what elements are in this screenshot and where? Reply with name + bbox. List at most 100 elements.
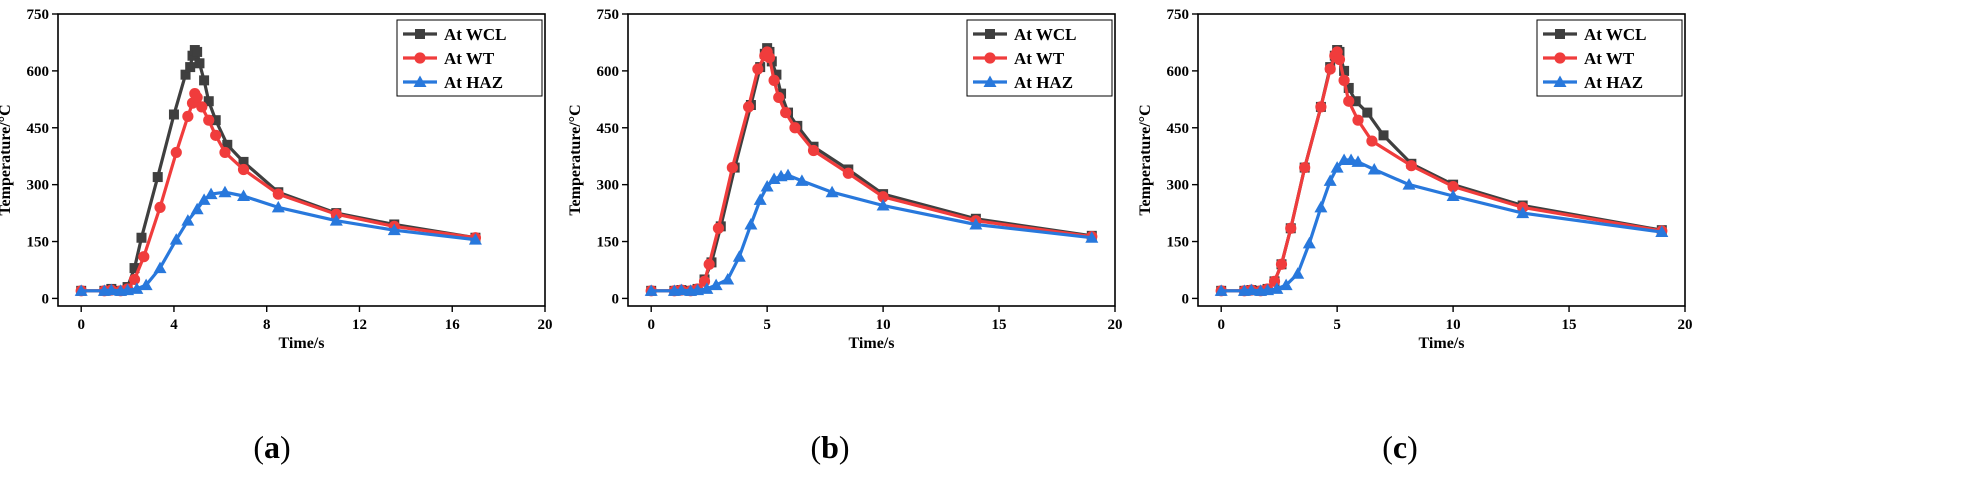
chart-b-legend-label-haz: At HAZ xyxy=(1014,73,1073,92)
chart-c-point-haz xyxy=(1402,178,1416,190)
chart-b-legend-marker-wt xyxy=(984,52,996,64)
chart-a-legend: At WCL At WT At HAZ xyxy=(396,19,543,97)
chart-c-point-haz xyxy=(1270,282,1284,294)
chart-c-point-haz xyxy=(1367,162,1381,175)
chart-c-legend-label-wt: At WT xyxy=(1584,49,1635,68)
chart-c-point-wt xyxy=(1315,101,1327,113)
chart-b-y-tick-label: 450 xyxy=(597,121,620,137)
chart-a-point-wt xyxy=(203,114,215,126)
chart-a-x-tick-label: 0 xyxy=(77,317,85,333)
chart-a-series-haz xyxy=(74,185,482,296)
chart-b-point-haz xyxy=(709,278,723,291)
chart-a-point-haz xyxy=(190,202,204,215)
chart-c-y-tick-label: 600 xyxy=(1167,64,1190,80)
chart-c-legend-label-wcl: At WCL xyxy=(1584,25,1647,44)
chart-c-point-wcl xyxy=(1343,82,1354,93)
chart-a-point-haz xyxy=(271,200,285,213)
chart-c-point-wt xyxy=(1447,180,1459,193)
chart-c-x-tick-label: 5 xyxy=(1333,317,1341,333)
chart-c-legend: At WCL At WT At HAZ xyxy=(1536,19,1683,97)
chart-a-point-wcl xyxy=(152,172,163,183)
chart-b-legend-label-wcl: At WCL xyxy=(1014,25,1077,44)
chart-b-point-haz xyxy=(825,185,839,198)
chart-a-point-wcl xyxy=(180,69,191,80)
chart-b-point-haz xyxy=(644,284,658,296)
chart-c-legend-label-haz: At HAZ xyxy=(1584,73,1643,92)
chart-b-y-axis-title: Temperature/°C xyxy=(567,104,584,215)
chart-b-point-wt xyxy=(742,101,755,113)
chart-a-x-tick-label: 20 xyxy=(538,317,553,333)
chart-b-point-haz xyxy=(760,180,774,192)
chart-c-x-tick-label: 0 xyxy=(1217,317,1225,333)
chart-a-point-wt xyxy=(237,163,250,176)
chart-a-x-axis-title: Time/s xyxy=(279,335,325,352)
chart-b-point-wt xyxy=(752,63,764,75)
chart-b-point-haz xyxy=(969,217,983,230)
chart-c: 0 5 10 15 20 0 150 300 450 600 750 Time/s Temperatur… xyxy=(1137,7,1693,465)
chart-c-point-haz xyxy=(1279,278,1293,291)
chart-a-caption-letter: a xyxy=(264,429,280,465)
chart-c-point-haz xyxy=(1261,283,1275,296)
chart-c-point-wt xyxy=(1285,222,1297,234)
chart-a-point-wcl xyxy=(210,115,221,126)
chart-c-x-tick-label: 20 xyxy=(1678,317,1693,333)
chart-b-point-wt xyxy=(807,144,820,157)
chart-b-y-tick-label: 600 xyxy=(597,64,620,80)
chart-c-point-haz xyxy=(1323,174,1337,186)
chart-a-y-tick-label: 150 xyxy=(27,235,50,251)
chart-b-point-wcl xyxy=(771,69,782,80)
chart-c-point-wcl xyxy=(1378,130,1389,141)
chart-b-point-wt xyxy=(703,258,715,270)
chart-a-legend-marker-wcl xyxy=(415,29,425,39)
chart-a-point-haz xyxy=(130,282,144,294)
chart-c-x-tick-label: 15 xyxy=(1562,317,1577,333)
chart-a-x-tick-label: 12 xyxy=(352,317,367,333)
chart-b-point-wt xyxy=(726,161,738,174)
chart-c-point-wcl xyxy=(1362,107,1373,118)
chart-c-caption-open: ( xyxy=(1382,429,1393,465)
chart-c-point-haz xyxy=(1655,225,1669,238)
chart-a-x-tick-label: 8 xyxy=(263,317,271,333)
chart-b-legend-marker-haz xyxy=(983,75,997,87)
chart-b-y-tick-label: 0 xyxy=(612,291,620,307)
chart-c-point-haz xyxy=(1291,267,1305,279)
chart-a-x-tick-label: 4 xyxy=(170,317,178,333)
chart-b-point-haz xyxy=(700,282,714,294)
chart-b-caption-letter: b xyxy=(821,429,839,465)
chart-b-series-haz xyxy=(644,168,1099,296)
chart-b-point-haz xyxy=(691,283,705,296)
chart-c-y-tick-label: 300 xyxy=(1167,178,1190,194)
chart-a-point-wt xyxy=(182,110,194,122)
chart-b-x-axis-title: Time/s xyxy=(849,335,895,352)
chart-a-point-wcl xyxy=(168,109,179,120)
chart-a-point-wcl xyxy=(136,232,147,243)
chart-c-point-wt xyxy=(1405,160,1417,172)
chart-b-point-haz xyxy=(781,168,795,181)
chart-a-y-tick-label: 300 xyxy=(27,178,50,194)
chart-a-y-tick-label: 600 xyxy=(27,64,50,80)
chart-a-caption-close: ) xyxy=(280,429,291,465)
chart-a-plot-frame xyxy=(57,13,546,307)
chart-a-point-wt xyxy=(196,101,208,113)
chart-a-point-wcl xyxy=(203,96,214,107)
chart-b-y-tick-label: 750 xyxy=(597,7,620,23)
chart-c-point-wt xyxy=(1333,53,1346,66)
chart-b-point-wt xyxy=(780,106,792,119)
chart-a-point-haz xyxy=(169,233,183,245)
chart-b-point-wt xyxy=(712,222,725,234)
chart-a-point-wcl xyxy=(194,58,205,69)
chart-a-y-tick-label: 750 xyxy=(27,7,50,23)
chart-a-point-haz xyxy=(218,185,232,198)
chart-c-point-haz xyxy=(1314,200,1328,213)
chart-a-point-wt xyxy=(128,273,141,286)
chart-b-point-haz xyxy=(744,217,758,230)
chart-b-plot-frame xyxy=(627,13,1116,307)
chart-a-point-haz xyxy=(237,189,251,202)
chart-a-legend-label-wcl: At WCL xyxy=(444,25,507,44)
chart-b-point-wt xyxy=(768,74,780,86)
chart-b-x-tick-label: 10 xyxy=(876,317,891,333)
chart-c-legend-marker-wcl xyxy=(1555,29,1565,39)
chart-c-legend-marker-wt xyxy=(1554,52,1566,64)
chart-b-point-haz xyxy=(753,193,767,205)
